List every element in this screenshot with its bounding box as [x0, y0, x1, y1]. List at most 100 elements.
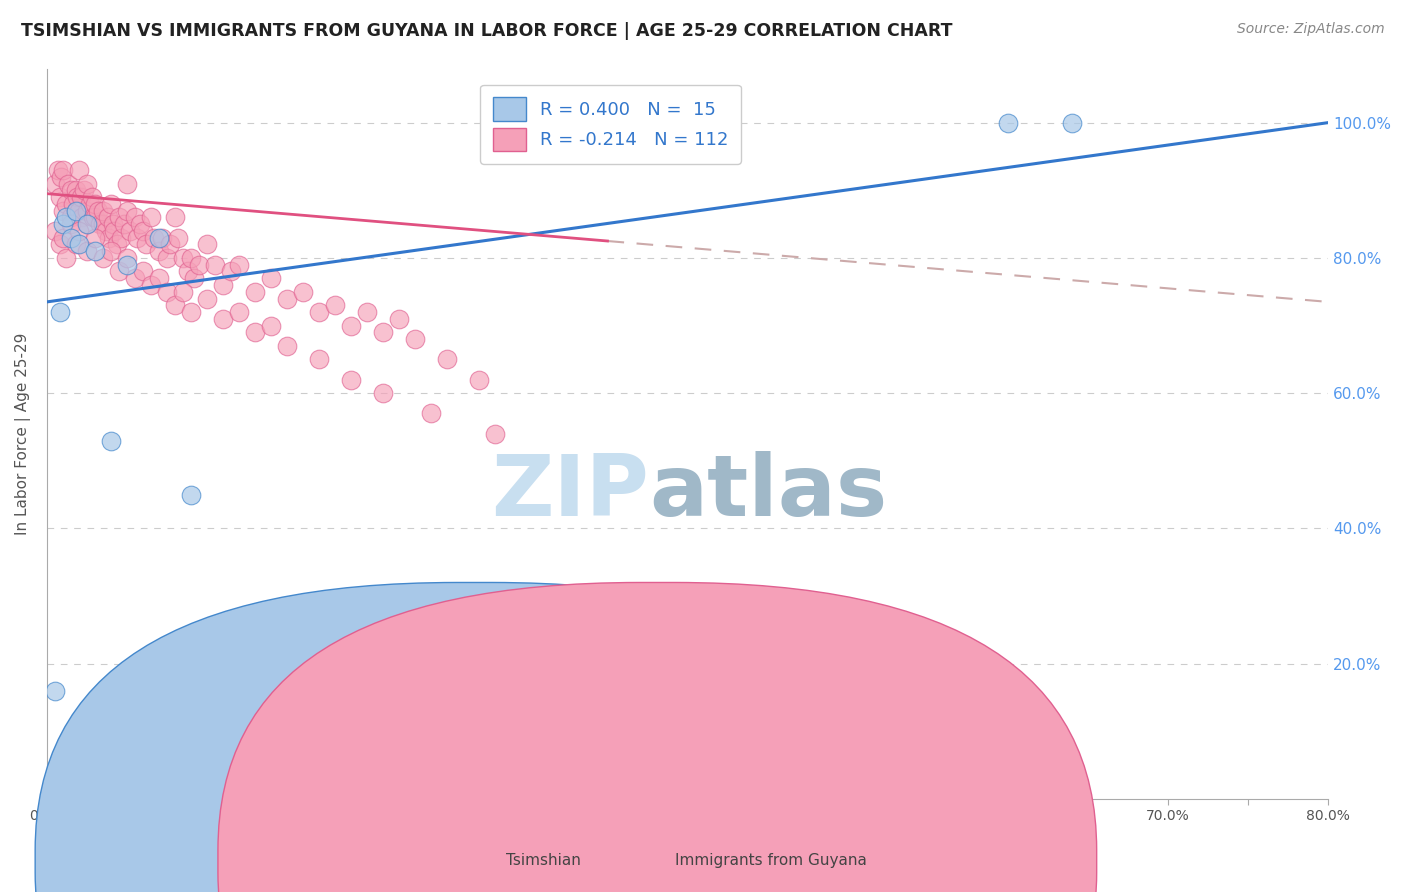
Text: TSIMSHIAN VS IMMIGRANTS FROM GUYANA IN LABOR FORCE | AGE 25-29 CORRELATION CHART: TSIMSHIAN VS IMMIGRANTS FROM GUYANA IN L… — [21, 22, 953, 40]
Point — [115, 177, 138, 191]
Point — [260, 271, 283, 285]
Point — [52, 230, 75, 244]
Point — [124, 271, 146, 285]
Point — [108, 264, 131, 278]
Point — [65, 237, 87, 252]
Point — [84, 211, 107, 225]
Point — [125, 230, 148, 244]
Point — [67, 163, 90, 178]
Point — [59, 183, 82, 197]
Point — [108, 211, 131, 225]
Point — [115, 251, 138, 265]
Point — [112, 217, 135, 231]
Point — [159, 237, 181, 252]
Point — [180, 305, 202, 319]
Point — [76, 177, 98, 191]
Point — [84, 196, 107, 211]
Point — [107, 237, 129, 252]
Point — [260, 318, 283, 333]
Point — [340, 373, 363, 387]
Point — [292, 285, 315, 299]
Point — [156, 285, 179, 299]
Point — [373, 326, 395, 340]
Point — [212, 277, 235, 292]
Point — [76, 203, 98, 218]
Point — [172, 251, 194, 265]
Point — [340, 318, 363, 333]
Point — [65, 203, 87, 218]
Point — [484, 426, 506, 441]
Point — [103, 224, 125, 238]
Point — [172, 285, 194, 299]
Point — [46, 163, 69, 178]
Point — [69, 190, 91, 204]
Point — [228, 258, 250, 272]
Point — [55, 251, 77, 265]
Point — [49, 305, 72, 319]
Point — [82, 211, 104, 225]
Point — [420, 407, 443, 421]
Point — [79, 196, 101, 211]
Point — [76, 244, 98, 259]
Point — [52, 203, 75, 218]
Point — [91, 251, 114, 265]
Point — [59, 211, 82, 225]
Point — [128, 217, 150, 231]
Point — [188, 258, 211, 272]
Point — [1060, 115, 1083, 129]
Point — [139, 277, 162, 292]
Point — [132, 264, 155, 278]
Point — [110, 230, 132, 244]
Point — [404, 332, 426, 346]
Point — [52, 163, 75, 178]
Point — [167, 230, 190, 244]
Point — [356, 305, 378, 319]
Point — [97, 211, 120, 225]
Point — [49, 190, 72, 204]
Point — [67, 237, 90, 252]
Point — [73, 183, 96, 197]
Point — [148, 230, 170, 244]
Point — [84, 230, 107, 244]
Point — [165, 298, 187, 312]
Point — [76, 217, 98, 231]
Point — [276, 339, 298, 353]
Point — [212, 311, 235, 326]
Point — [96, 224, 118, 238]
Point — [997, 115, 1019, 129]
Point — [276, 292, 298, 306]
Point — [56, 177, 79, 191]
Point — [195, 292, 218, 306]
Point — [76, 217, 98, 231]
Point — [148, 244, 170, 259]
Point — [323, 298, 346, 312]
Point — [100, 196, 122, 211]
Point — [120, 224, 142, 238]
Point — [98, 230, 121, 244]
Point — [87, 203, 110, 218]
Text: Immigrants from Guyana: Immigrants from Guyana — [675, 854, 866, 868]
Point — [373, 386, 395, 401]
Point — [51, 169, 73, 184]
Point — [139, 211, 162, 225]
Point — [67, 224, 90, 238]
Point — [100, 434, 122, 448]
Point — [84, 244, 107, 259]
Point — [91, 203, 114, 218]
Point — [180, 488, 202, 502]
Text: atlas: atlas — [650, 450, 887, 533]
Y-axis label: In Labor Force | Age 25-29: In Labor Force | Age 25-29 — [15, 333, 31, 535]
Point — [70, 211, 93, 225]
Point — [66, 190, 89, 204]
Point — [44, 224, 66, 238]
Point — [219, 264, 242, 278]
Text: Tsimshian: Tsimshian — [506, 854, 581, 868]
Point — [62, 196, 84, 211]
Point — [436, 352, 458, 367]
Point — [55, 211, 77, 225]
Point — [228, 305, 250, 319]
Point — [143, 230, 166, 244]
Point — [65, 183, 87, 197]
Point — [468, 373, 491, 387]
Point — [204, 258, 226, 272]
